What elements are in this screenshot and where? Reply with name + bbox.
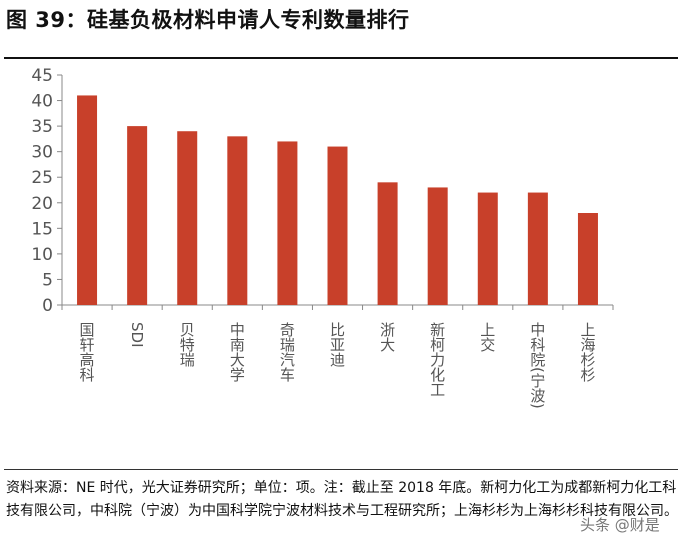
x-tick-label: 比亚迪 [328, 322, 346, 367]
bar [77, 95, 98, 305]
figure-title: 图 39：硅基负极材料申请人专利数量排行 [6, 8, 410, 32]
watermark: 头条 @财是 [580, 516, 660, 534]
x-tick-label: 贝特瑞 [177, 322, 196, 367]
bar [477, 192, 498, 305]
y-tick-label: 25 [31, 168, 53, 188]
y-tick-label: 10 [31, 245, 53, 265]
bar [427, 187, 448, 305]
x-tick-label: 中南大学 [227, 322, 246, 382]
y-tick-label: 45 [31, 66, 53, 86]
y-tick-label: 5 [42, 270, 53, 290]
bar [127, 126, 148, 305]
y-tick-label: 35 [31, 117, 53, 137]
x-tick-label: 浙大 [378, 322, 397, 352]
note-divider [4, 469, 678, 470]
x-tick-label: SDI [128, 322, 147, 348]
bar [177, 131, 198, 305]
y-tick-label: 20 [31, 194, 53, 214]
x-tick-label: 新柯力化工 [428, 322, 447, 397]
y-tick-label: 30 [31, 143, 53, 163]
bar [227, 136, 248, 305]
x-tick-label: 上海杉杉 [578, 322, 597, 382]
bar [277, 141, 298, 305]
bar-chart: 0 5 10 15 20 25 30 35 40 45 [31, 66, 614, 316]
y-tick-label: 40 [31, 92, 53, 112]
bar [377, 182, 398, 305]
bar [327, 146, 348, 305]
bar [527, 192, 548, 305]
y-tick-label: 15 [31, 219, 53, 239]
title-divider [4, 57, 678, 59]
x-tick-label: 上交 [478, 322, 497, 352]
x-tick-label: 奇瑞汽车 [277, 322, 296, 382]
x-tick-label: 国轩高科 [77, 322, 96, 382]
bar [577, 213, 598, 305]
x-tick-label: 中科院(宁波) [528, 322, 547, 409]
y-tick-label: 0 [42, 296, 53, 316]
source-note: 资料来源：NE 时代，光大证券研究所；单位：项。注：截止至 2018 年底。新柯… [6, 480, 678, 519]
